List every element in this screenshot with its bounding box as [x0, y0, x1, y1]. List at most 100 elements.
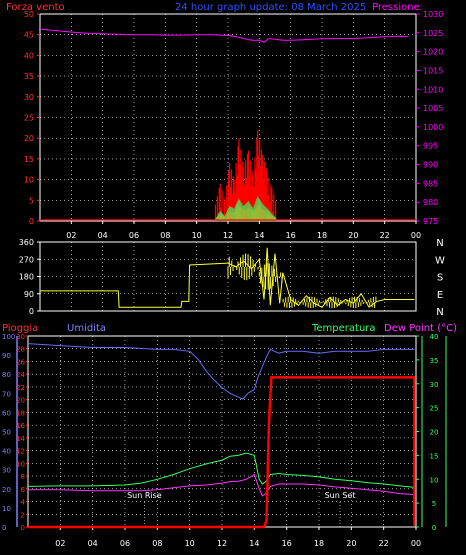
- wind-ytick-label: 50: [24, 10, 34, 19]
- temperature-line: [27, 452, 415, 488]
- rain-ytick-label: 6: [21, 486, 26, 494]
- wind-panel-xtick-label: 08: [160, 231, 170, 240]
- temp-ytick-label: 10: [430, 476, 439, 484]
- temp-ytick-label: 30: [430, 381, 439, 389]
- pressure-ytick-label: 975: [423, 217, 438, 226]
- wind-panel-xtick-label: 14: [254, 231, 264, 240]
- rain-axis-label: Pioggia: [2, 323, 38, 334]
- rain-ytick-label: 24: [16, 371, 25, 379]
- pressure-ytick-label: 985: [423, 179, 438, 188]
- temperature-axis-label: Temperatura: [311, 323, 376, 334]
- wind-ytick-label: 15: [24, 155, 34, 164]
- pressure-ytick-label: 1020: [423, 48, 443, 57]
- wind-ytick-label: 0: [29, 217, 34, 226]
- rain-ytick-label: 30: [16, 333, 25, 341]
- wind-ytick-label: 25: [24, 114, 34, 123]
- temp-ytick-label: 20: [430, 429, 439, 437]
- climate-panel-xtick-label: 22: [379, 539, 389, 548]
- direction-line: [40, 247, 415, 308]
- humidity-axis-label: Umidita: [67, 323, 106, 334]
- climate-panel-xtick-label: 10: [185, 539, 195, 548]
- pressure-ytick-label: 1030: [423, 10, 443, 19]
- temp-ytick-label: 15: [430, 452, 439, 460]
- header-left-label: Forza vento: [6, 2, 65, 13]
- wind-panel-xtick-label: 10: [192, 231, 202, 240]
- wind-panel-xtick-label: 16: [286, 231, 296, 240]
- wind-ytick-label: 5: [29, 196, 34, 205]
- wind-panel-xtick-label: 04: [98, 231, 108, 240]
- rain-ytick-label: 22: [16, 384, 25, 392]
- compass-label: W: [435, 255, 445, 266]
- temp-ytick-label: 5: [432, 500, 436, 508]
- rain-ytick-label: 18: [16, 409, 25, 417]
- sun-annotation: Sun Set: [325, 491, 356, 500]
- climate-panel-xtick-label: 00: [411, 539, 421, 548]
- wind-ytick-label: 35: [24, 72, 34, 81]
- rain-ytick-label: 20: [16, 397, 25, 405]
- climate-panel-xtick-label: 08: [152, 539, 162, 548]
- pressure-ytick-label: 1005: [423, 104, 443, 113]
- wind-panel-xtick-label: 12: [223, 231, 233, 240]
- rain-ytick-label: 14: [16, 435, 25, 443]
- wind-ytick-label: 40: [24, 51, 34, 60]
- compass-label: S: [437, 273, 443, 284]
- pressure-ytick-label: 1025: [423, 29, 443, 38]
- humidity-ytick-label: 50: [2, 429, 11, 437]
- humidity-ytick-label: 30: [2, 467, 11, 475]
- wind-panel-xtick-label: 02: [66, 231, 76, 240]
- rain-ytick-label: 4: [21, 499, 26, 507]
- rain-ytick-label: 12: [16, 448, 25, 456]
- temp-ytick-label: 25: [430, 405, 439, 413]
- pressure-ytick-label: 990: [423, 161, 438, 170]
- wind-ytick-label: 45: [24, 31, 34, 40]
- wind-panel-xtick-label: 00: [411, 231, 421, 240]
- rain-ytick-label: 28: [16, 346, 25, 354]
- climate-panel-xtick-label: 14: [249, 539, 259, 548]
- wind-panel-xtick-label: 18: [317, 231, 327, 240]
- humidity-ytick-label: 0: [2, 524, 6, 532]
- rain-ytick-label: 16: [16, 422, 25, 430]
- humidity-ytick-label: 90: [2, 352, 11, 360]
- direction-ytick-label: 180: [19, 273, 34, 282]
- direction-ytick-label: 270: [19, 255, 34, 264]
- wind-ytick-label: 10: [24, 176, 34, 185]
- direction-ytick-label: 0: [29, 307, 34, 316]
- wind-ytick-label: 30: [24, 93, 34, 102]
- compass-label: N: [436, 307, 443, 318]
- climate-panel-xtick-label: 04: [88, 539, 98, 548]
- climate-panel-xtick-label: 12: [217, 539, 227, 548]
- humidity-ytick-label: 70: [2, 390, 11, 398]
- climate-panel-xtick-label: 20: [346, 539, 356, 548]
- humidity-ytick-label: 20: [2, 486, 11, 494]
- humidity-ytick-label: 10: [2, 505, 11, 513]
- wind-ytick-label: 20: [24, 134, 34, 143]
- temp-ytick-label: 35: [430, 357, 439, 365]
- rain-ytick-label: 2: [21, 511, 25, 519]
- climate-panel-xtick-label: 06: [120, 539, 130, 548]
- temp-ytick-label: 0: [432, 524, 436, 532]
- humidity-ytick-label: 100: [2, 333, 15, 341]
- climate-panel-xtick-label: 18: [314, 539, 324, 548]
- wind-panel-xtick-label: 20: [348, 231, 358, 240]
- humidity-line: [27, 343, 415, 400]
- pressure-ytick-label: 1015: [423, 66, 443, 75]
- pressure-ytick-label: 980: [423, 198, 438, 207]
- compass-label: N: [436, 238, 443, 249]
- humidity-ytick-label: 80: [2, 371, 11, 379]
- humidity-ytick-label: 40: [2, 448, 11, 456]
- header-title: 24 hour graph update: 08 March 2025: [175, 2, 366, 13]
- pressure-line: [39, 28, 409, 43]
- temp-ytick-label: 40: [430, 333, 439, 341]
- direction-ytick-label: 360: [19, 238, 34, 247]
- pressure-ytick-label: 995: [423, 142, 438, 151]
- header-right-label: Pressione: [372, 2, 420, 13]
- direction-ytick-label: 90: [24, 290, 34, 299]
- wind-panel-xtick-label: 06: [129, 231, 139, 240]
- dewpoint-line: [28, 473, 415, 497]
- climate-panel-xtick-label: 16: [282, 539, 292, 548]
- dewpoint-axis-label: Dew Point (°C): [384, 323, 457, 334]
- rain-line: [28, 376, 416, 529]
- rain-ytick-label: 10: [16, 460, 25, 468]
